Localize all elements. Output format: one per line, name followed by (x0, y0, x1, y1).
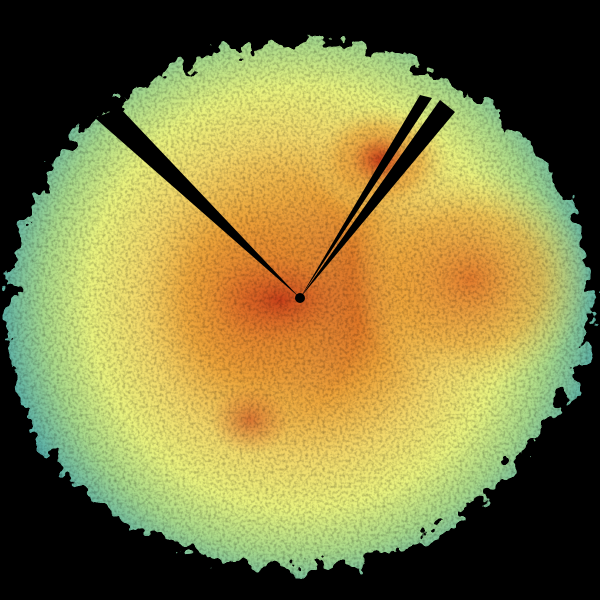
radar-site (295, 293, 305, 303)
